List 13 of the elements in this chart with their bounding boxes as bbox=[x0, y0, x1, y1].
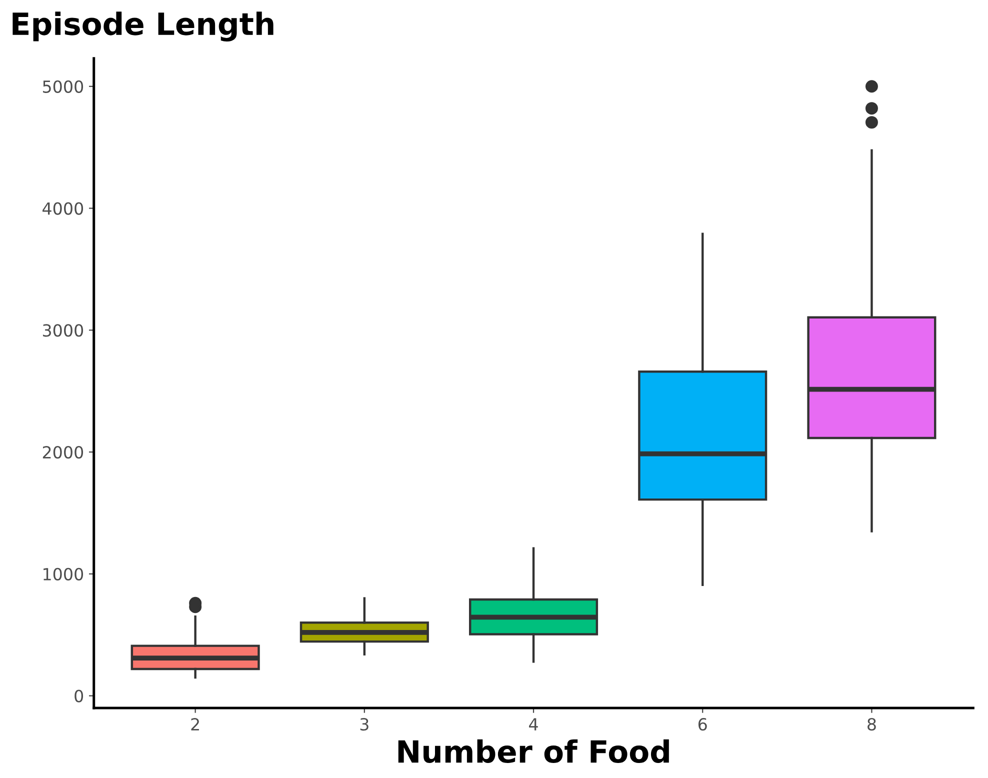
y-tick-label: 5000 bbox=[43, 80, 84, 93]
y-tick-label: 0 bbox=[74, 690, 84, 702]
x-tick-label: 4 bbox=[529, 718, 538, 730]
x-tick-label: 3 bbox=[360, 718, 368, 731]
x-tick-label: 8 bbox=[868, 718, 876, 731]
y-tick-label: 1000 bbox=[44, 568, 84, 580]
y-tick-label: 4000 bbox=[42, 202, 84, 215]
y-tick-label: 3000 bbox=[42, 324, 84, 337]
x-tick-label: 2 bbox=[191, 718, 199, 730]
x-tick-label: 6 bbox=[698, 718, 707, 731]
x-axis-title: Number of Food bbox=[398, 739, 669, 764]
y-tick-label: 2000 bbox=[42, 446, 84, 459]
chart-title: Episode Length bbox=[12, 12, 274, 42]
